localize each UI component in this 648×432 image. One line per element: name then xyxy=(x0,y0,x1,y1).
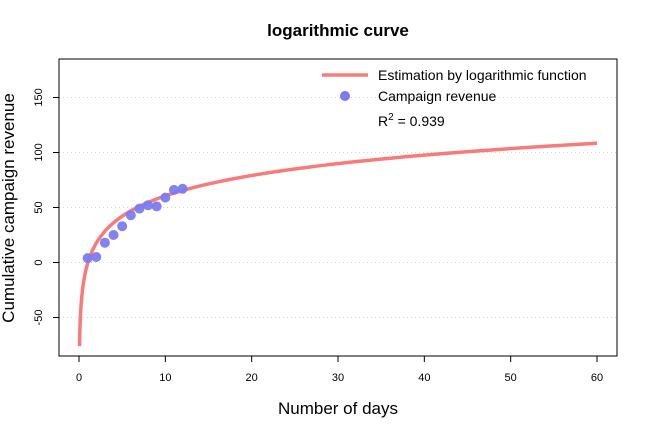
data-point xyxy=(125,210,136,221)
data-point xyxy=(134,203,145,214)
points-layer xyxy=(82,183,188,264)
y-tick-label: 0 xyxy=(33,259,45,265)
data-point xyxy=(168,184,179,195)
legend-label-estimation: Estimation by logarithmic function xyxy=(378,67,587,83)
curve-layer xyxy=(77,141,598,348)
series-line-estimation xyxy=(77,141,598,348)
y-tick-label: 100 xyxy=(33,143,45,161)
y-axis-label: Cumulative campaign revenue xyxy=(0,93,18,323)
y-tick-label: -50 xyxy=(33,310,45,326)
data-point xyxy=(91,252,102,262)
r2-superscript: 2 xyxy=(388,112,394,123)
x-tick-label: 30 xyxy=(332,372,344,384)
y-tick-label: 150 xyxy=(33,88,45,106)
x-tick-label: 50 xyxy=(505,372,517,384)
chart-title: logarithmic curve xyxy=(267,21,409,40)
data-point xyxy=(151,201,162,212)
x-axis: 0 10 20 30 40 50 60 xyxy=(76,355,603,384)
legend-label-revenue: Campaign revenue xyxy=(378,88,497,104)
r-squared-annotation: R2 = 0.939 xyxy=(378,112,445,129)
x-tick-label: 10 xyxy=(159,372,171,384)
data-point xyxy=(108,230,119,240)
x-tick-label: 0 xyxy=(76,372,82,384)
x-axis-label: Number of days xyxy=(278,399,398,418)
data-point xyxy=(99,237,110,248)
data-point xyxy=(82,253,93,264)
x-tick-label: 40 xyxy=(418,372,430,384)
data-point xyxy=(177,183,188,194)
r2-base: R xyxy=(378,113,388,129)
data-point xyxy=(160,192,171,203)
legend: Estimation by logarithmic function Campa… xyxy=(322,67,587,129)
x-tick-label: 20 xyxy=(246,372,258,384)
x-tick-label: 60 xyxy=(591,372,603,384)
legend-point-swatch xyxy=(340,91,350,101)
r2-value: = 0.939 xyxy=(394,113,445,129)
data-point xyxy=(117,221,128,232)
y-tick-label: 50 xyxy=(33,201,45,213)
y-axis: -50 0 50 100 150 xyxy=(33,88,60,326)
data-point xyxy=(143,200,154,211)
